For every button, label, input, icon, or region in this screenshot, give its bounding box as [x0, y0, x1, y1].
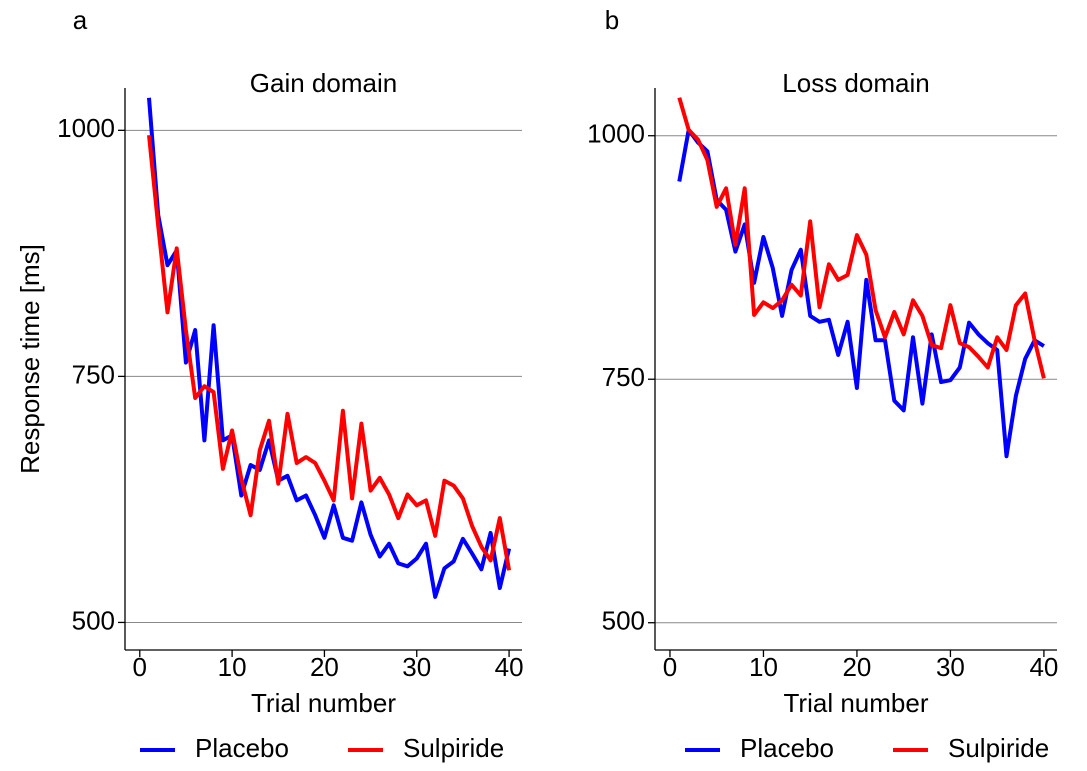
x-tick-label: 30 [402, 652, 431, 682]
y-tick-label: 750 [72, 359, 115, 389]
series-line [677, 127, 1045, 459]
x-tick-label: 0 [133, 652, 147, 682]
panel-label: b [605, 5, 619, 35]
legend-label: Placebo [740, 733, 834, 763]
y-tick-label: 1000 [587, 119, 645, 149]
legend-label: Sulpiride [403, 733, 504, 763]
x-tick-label: 40 [1029, 652, 1058, 682]
x-axis-label: Trial number [251, 688, 396, 718]
y-tick-label: 500 [72, 605, 115, 635]
x-tick-label: 10 [218, 652, 247, 682]
legend-label: Sulpiride [948, 733, 1049, 763]
x-tick-label: 0 [663, 652, 677, 682]
panel-label: a [73, 5, 88, 35]
x-tick-label: 30 [936, 652, 965, 682]
x-tick-label: 40 [495, 652, 524, 682]
x-tick-label: 20 [842, 652, 871, 682]
y-tick-label: 500 [602, 606, 645, 636]
y-axis-label: Response time [ms] [15, 244, 45, 474]
x-tick-label: 10 [749, 652, 778, 682]
series-line [147, 97, 512, 599]
y-tick-label: 1000 [57, 113, 115, 143]
x-tick-label: 20 [310, 652, 339, 682]
legend-label: Placebo [195, 733, 289, 763]
series-line [677, 97, 1046, 379]
y-tick-label: 750 [602, 362, 645, 392]
series-line [147, 134, 512, 571]
panel-title: Loss domain [782, 68, 929, 98]
x-axis-label: Trial number [784, 688, 929, 718]
panel-title: Gain domain [250, 68, 397, 98]
